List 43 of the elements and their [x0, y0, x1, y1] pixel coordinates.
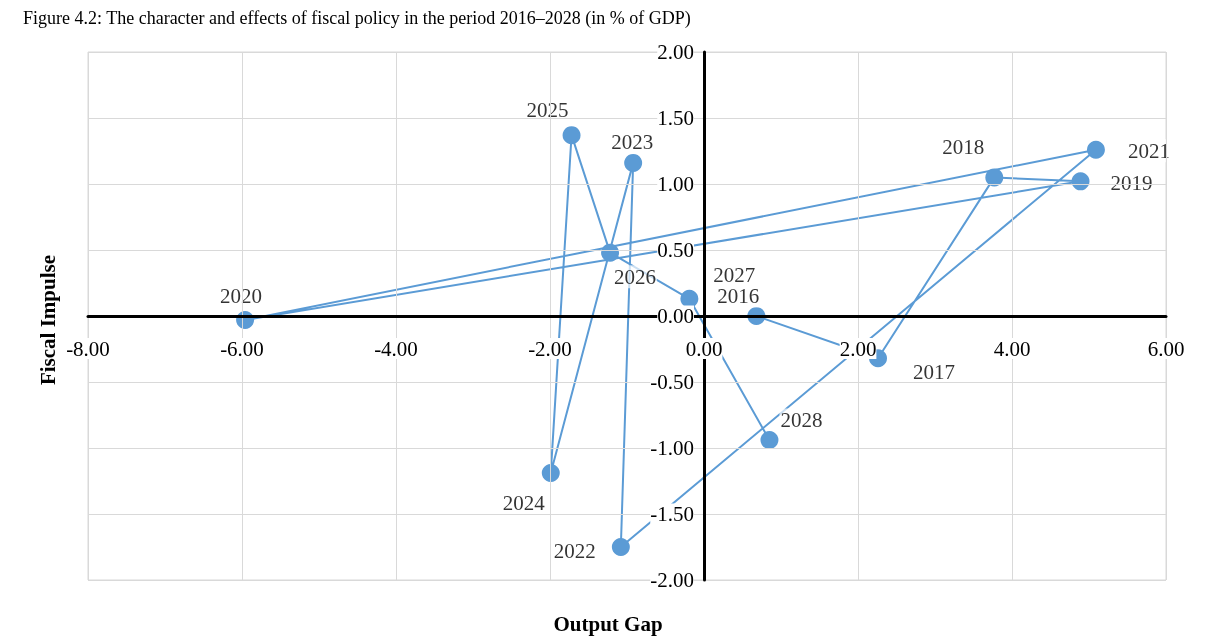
annotation: 2028 — [780, 408, 823, 433]
y-tick-label: 1.50 — [657, 106, 694, 130]
y-tick-label: -2.00 — [650, 568, 694, 592]
x-tick-label: -8.00 — [66, 336, 110, 361]
point — [541, 464, 560, 483]
point — [1086, 140, 1105, 159]
annotation: 2026 — [614, 264, 657, 289]
x-tick-label: 2.00 — [839, 336, 877, 361]
point — [611, 538, 630, 556]
annotation: 2027 — [713, 262, 756, 287]
point — [985, 168, 1004, 187]
y-tick-label: -1.50 — [650, 502, 694, 526]
annotation: 2019 — [1110, 171, 1153, 196]
point — [760, 431, 779, 450]
chart-title: Figure 4.2: The character and effects of fiscal policy in the period 2016–2028 (in % of GDP) — [23, 8, 691, 29]
annotation: 2017 — [913, 360, 956, 385]
annotation: 2021 — [1127, 138, 1170, 163]
y-tick-label: 0.50 — [657, 238, 694, 262]
y-tick-label: 1.00 — [657, 172, 694, 196]
x-tick-label: 6.00 — [1147, 336, 1185, 361]
point — [1071, 172, 1090, 191]
y-tick-label: 2.00 — [657, 40, 694, 64]
x-tick-label: -6.00 — [220, 336, 264, 361]
point — [562, 126, 581, 145]
y-tick-label: -1.00 — [650, 436, 694, 460]
annotation: 2025 — [526, 98, 569, 123]
x-tick-label: -2.00 — [528, 336, 572, 361]
point — [680, 289, 699, 308]
y-tick-label: 0.00 — [657, 304, 694, 328]
point — [624, 153, 643, 172]
x-tick-label: -4.00 — [374, 336, 418, 361]
y-axis-title: Fiscal Impulse — [36, 254, 60, 386]
annotation: 2024 — [502, 491, 546, 516]
x-tick-label: 0.00 — [685, 336, 723, 361]
point — [601, 243, 620, 262]
annotation: 2018 — [942, 135, 985, 160]
annotation: 2022 — [553, 539, 596, 563]
annotation: 2023 — [611, 129, 654, 154]
y-tick-label: -0.50 — [650, 370, 694, 394]
x-axis-title: Output Gap — [553, 611, 663, 636]
x-tick-label: 4.00 — [993, 336, 1031, 361]
annotation: 2016 — [717, 284, 760, 308]
annotation: 2020 — [220, 283, 263, 308]
